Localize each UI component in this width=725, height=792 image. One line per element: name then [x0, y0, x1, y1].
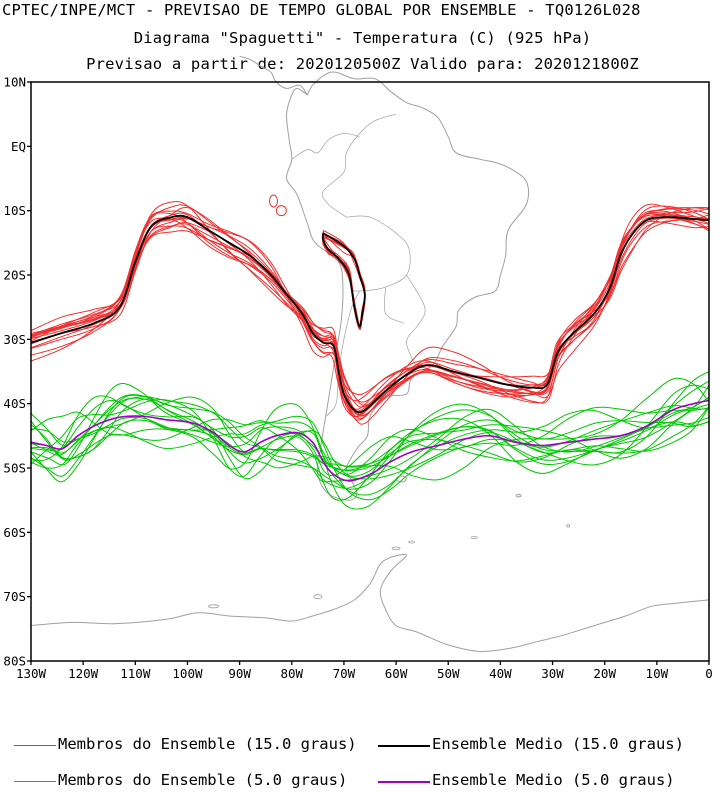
member-small-contour-15: [269, 194, 279, 208]
ensemble-means: [30, 214, 710, 482]
legend-label-members-5: Membros do Ensemble (5.0 graus): [58, 771, 348, 789]
x-tick-label: 20W: [593, 666, 616, 681]
map-border: [325, 290, 360, 417]
map-border: [383, 287, 405, 324]
map-central-america: [239, 55, 308, 96]
map-outline: [30, 55, 710, 652]
mean-line-5: [30, 399, 710, 482]
x-tick-label: 40W: [489, 666, 512, 681]
plot-frame: [30, 81, 710, 662]
member-line-15: [30, 200, 710, 399]
map-island: [208, 604, 219, 609]
map-border: [406, 274, 426, 369]
y-tick-label: 50S: [3, 461, 26, 476]
member-line-5: [30, 382, 710, 474]
member-line-5: [30, 419, 710, 496]
member-line-15: [30, 211, 710, 418]
mean-loop-15: [321, 232, 366, 328]
y-tick-label: EQ: [11, 139, 26, 154]
member-line-5: [30, 384, 710, 478]
legend-swatch-mean-5: [378, 781, 430, 783]
member-line-15: [30, 209, 710, 417]
x-tick-label: 130W: [16, 666, 47, 681]
map-island: [566, 524, 571, 528]
map-border: [321, 113, 397, 218]
legend-label-mean-15: Ensemble Medio (15.0 graus): [432, 735, 684, 753]
member-line-5: [30, 406, 710, 501]
map-island: [408, 540, 416, 544]
map-border: [346, 215, 411, 292]
map-antarctica: [30, 553, 710, 652]
x-tick-label: 10W: [646, 666, 669, 681]
y-tick-label: 60S: [3, 525, 26, 540]
member-line-5: [30, 409, 710, 510]
y-tick-label: 20S: [3, 268, 26, 283]
forecast-info: Previsao a partir de: 2020120500Z Valido…: [86, 55, 639, 73]
x-tick-label: 110W: [120, 666, 151, 681]
mean-line-15: [30, 214, 710, 414]
x-tick-label: 80W: [280, 666, 303, 681]
x-tick-label: 0: [705, 666, 713, 681]
map-south-america: [286, 71, 530, 501]
member-line-5: [30, 397, 710, 472]
member-small-contour-15: [275, 205, 287, 217]
legend-swatch-members-5: [14, 781, 56, 782]
member-line-5: [30, 394, 710, 490]
legend-swatch-mean-15: [378, 745, 430, 747]
map-border: [291, 133, 360, 160]
x-tick-label: 100W: [172, 666, 203, 681]
map-south-georgia: [515, 493, 522, 498]
x-tick-label: 120W: [68, 666, 99, 681]
legend-swatch-members-15: [14, 745, 56, 746]
chart-title: CPTEC/INPE/MCT - PREVISAO DE TEMPO GLOBA…: [2, 1, 641, 19]
legend-label-members-15: Membros do Ensemble (15.0 graus): [58, 735, 357, 753]
member-line-15: [30, 206, 710, 418]
member-line-15: [30, 204, 710, 412]
x-tick-label: 90W: [228, 666, 251, 681]
x-tick-label: 30W: [541, 666, 564, 681]
map-island: [391, 546, 401, 551]
x-tick-label: 60W: [385, 666, 408, 681]
y-tick-label: 10N: [3, 75, 26, 90]
map-island: [470, 536, 478, 539]
y-tick-label: 10S: [3, 203, 26, 218]
y-tick-label: 80S: [3, 654, 26, 669]
y-tick-label: 30S: [3, 332, 26, 347]
legend-label-mean-5: Ensemble Medio (5.0 graus): [432, 771, 675, 789]
member-line-15: [30, 213, 710, 408]
x-tick-label: 70W: [333, 666, 356, 681]
member-line-5: [30, 371, 710, 480]
member-line-15: [30, 208, 710, 406]
x-tick-label: 50W: [437, 666, 460, 681]
member-line-15: [30, 205, 710, 410]
member-line-15: [30, 217, 710, 425]
y-tick-label: 40S: [3, 396, 26, 411]
member-line-15: [30, 214, 710, 416]
map-island: [313, 594, 323, 600]
member-line-5: [30, 377, 710, 481]
ensemble-members: [30, 194, 710, 510]
member-line-5: [30, 396, 710, 489]
member-line-15: [30, 214, 710, 416]
y-tick-label: 70S: [3, 589, 26, 604]
chart-subtitle: Diagrama "Spaguetti" - Temperatura (C) (…: [133, 29, 592, 47]
member-line-15: [30, 207, 710, 404]
plot-border: [30, 81, 710, 662]
